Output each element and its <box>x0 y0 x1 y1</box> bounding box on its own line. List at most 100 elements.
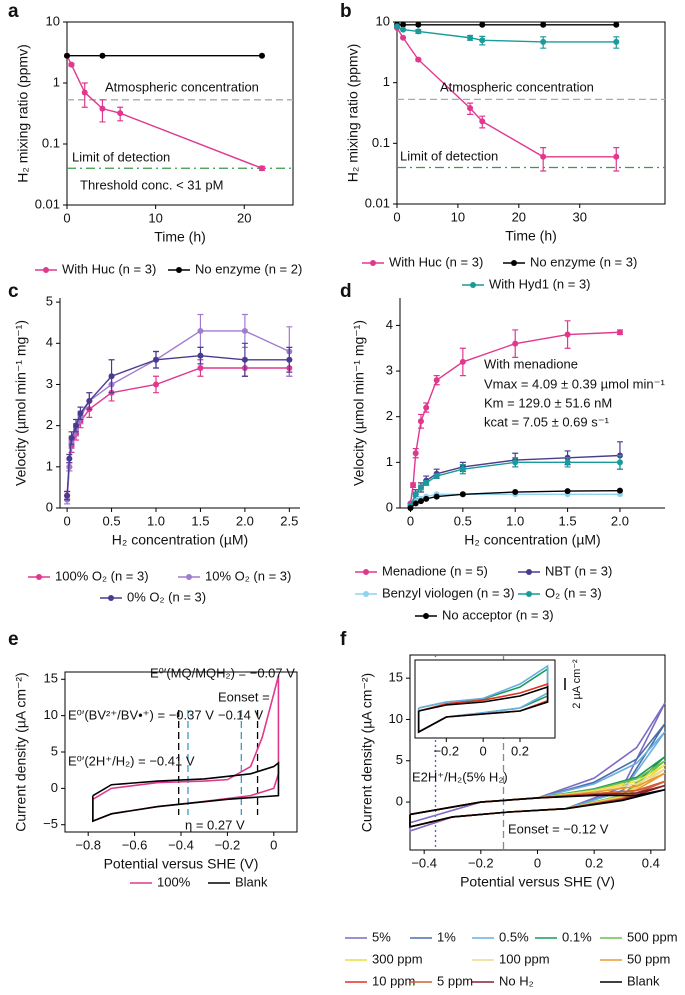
data-point <box>540 153 547 160</box>
annotation: Km = 129.0 ± 51.6 nM <box>484 395 612 410</box>
data-point <box>512 459 519 466</box>
panel-letter: d <box>340 281 352 302</box>
data-point <box>64 492 71 499</box>
x-tick-label: 0.2 <box>585 855 603 870</box>
data-point <box>467 34 474 41</box>
x-tick-label: 10 <box>148 210 162 225</box>
data-point <box>68 435 75 441</box>
series-line <box>66 330 290 500</box>
y-tick-label: 1 <box>53 74 60 89</box>
legend-label: With Hyd1 (n = 3) <box>489 276 591 291</box>
y-tick-label: 0.1 <box>372 135 390 150</box>
x-axis-label: Potential versus SHE (V) <box>104 856 259 872</box>
x-tick-label: 1.5 <box>559 513 577 528</box>
x-axis-label: Potential versus SHE (V) <box>460 874 615 890</box>
annotation: Atmospheric concentration <box>440 79 594 94</box>
scale-bar-label: 2 µA cm⁻² <box>571 659 583 709</box>
data-point <box>241 356 248 363</box>
legend-label: 10% O₂ (n = 3) <box>205 568 291 583</box>
y-tick-label: 0 <box>396 794 403 809</box>
x-tick-label: 0 <box>480 743 487 758</box>
legend-label: Benzyl viologen (n = 3) <box>382 585 515 600</box>
data-point <box>433 473 440 480</box>
data-point <box>400 21 407 28</box>
data-point <box>99 52 106 59</box>
y-axis-label: Velocity (µmol min⁻¹ mg⁻¹) <box>13 320 29 486</box>
legend-label: No enzyme (n = 3) <box>530 254 637 269</box>
series-line <box>396 25 617 43</box>
x-axis-label: H₂ concentration (µM) <box>464 532 600 548</box>
data-point <box>412 491 419 498</box>
annotation: Eonset = <box>218 689 270 704</box>
legend-label: 5% <box>372 929 391 944</box>
data-point <box>86 397 93 404</box>
x-tick-label: 1.0 <box>506 513 524 528</box>
x-tick-label: 0 <box>393 209 400 224</box>
y-tick-label: 5 <box>51 743 58 758</box>
data-point <box>613 38 620 45</box>
y-tick-label: 4 <box>386 317 393 332</box>
legend-label: Blank <box>627 973 660 988</box>
annotation: With menadione <box>484 356 578 371</box>
legend-marker <box>363 591 369 597</box>
x-tick-label: 30 <box>572 209 586 224</box>
data-point <box>77 410 84 417</box>
data-point <box>564 488 571 495</box>
panel-letter: a <box>8 1 19 22</box>
data-point <box>616 487 623 494</box>
y-tick-label: 15 <box>44 671 58 686</box>
legend-label: With Huc (n = 3) <box>62 261 156 276</box>
plot-frame <box>414 659 556 739</box>
legend-label: 50 ppm <box>627 951 670 966</box>
data-point <box>394 23 400 30</box>
data-point <box>423 495 430 502</box>
series-line <box>409 331 620 504</box>
y-tick-label: 2 <box>46 417 53 432</box>
x-tick-label: 0 <box>63 513 70 528</box>
data-point <box>197 327 204 334</box>
data-point <box>412 500 419 507</box>
x-tick-label: 20 <box>237 210 251 225</box>
data-point <box>153 356 159 363</box>
x-tick-label: 20 <box>512 209 526 224</box>
annotation: Limit of detection <box>400 148 498 163</box>
legend-label: No H₂ <box>499 973 534 988</box>
legend-label: NBT (n = 3) <box>545 563 612 578</box>
data-point <box>64 52 70 59</box>
x-tick-label: 0.5 <box>103 513 121 528</box>
legend-label: 300 ppm <box>372 951 423 966</box>
data-point <box>540 21 547 28</box>
x-tick-label: 0.4 <box>642 855 660 870</box>
data-point <box>540 38 547 45</box>
x-tick-label: −0.2 <box>215 837 241 852</box>
data-point <box>417 498 424 505</box>
series-line <box>409 788 666 828</box>
y-tick-label: 10 <box>389 711 403 726</box>
x-tick-label: 0 <box>534 855 541 870</box>
data-point <box>417 484 424 491</box>
x-tick-label: 0 <box>270 837 277 852</box>
panel-letter: c <box>8 281 19 302</box>
y-tick-label: 1 <box>386 454 393 469</box>
data-point <box>616 459 623 466</box>
legend-marker <box>36 574 42 580</box>
legend-marker <box>526 569 532 575</box>
data-point <box>459 466 466 473</box>
x-tick-label: 1.5 <box>191 513 209 528</box>
y-tick-label: 0.01 <box>365 195 390 210</box>
legend-marker <box>423 613 429 619</box>
data-point <box>479 21 486 28</box>
plot-frame <box>396 21 666 205</box>
y-axis-label: Current density (µA cm⁻²) <box>13 672 29 831</box>
data-point <box>512 489 519 496</box>
data-point <box>459 491 466 498</box>
plot-frame <box>66 21 294 206</box>
x-tick-label: 1.0 <box>147 513 165 528</box>
legend-label: 500 ppm <box>627 929 678 944</box>
x-axis-label: Time (h) <box>505 228 557 244</box>
series-line <box>409 461 620 507</box>
legend-label: 10 ppm <box>372 973 415 988</box>
y-tick-label: 1 <box>46 458 53 473</box>
x-tick-label: 0.2 <box>511 743 529 758</box>
